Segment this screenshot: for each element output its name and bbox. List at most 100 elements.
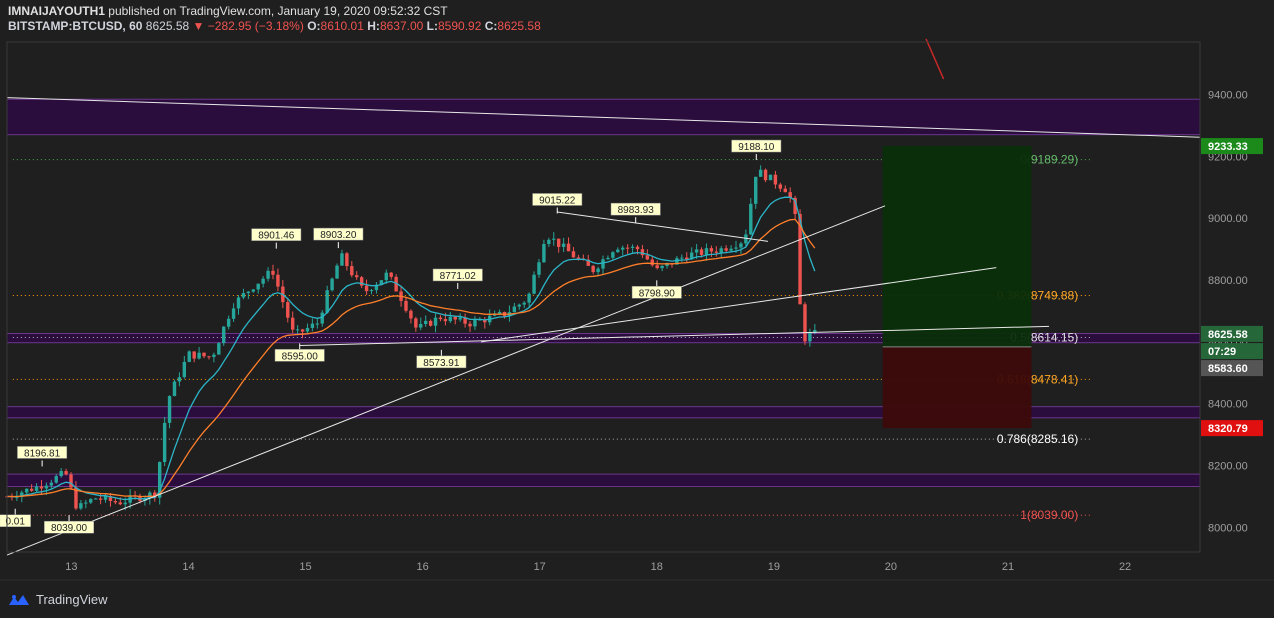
candle-body — [453, 316, 457, 320]
candle-body — [330, 278, 334, 291]
candle-body — [724, 248, 728, 251]
candle-body — [645, 255, 650, 260]
candle-body — [59, 471, 63, 477]
x-tick-label: 21 — [1002, 561, 1014, 573]
candle-body — [266, 270, 270, 279]
price-label-box — [313, 227, 364, 241]
y-tick-label: 9400.00 — [1208, 90, 1248, 102]
red-trendline — [925, 38, 945, 80]
candle-body — [621, 247, 625, 250]
resistance-zone — [6, 98, 1201, 136]
candle-body — [389, 272, 393, 277]
candle-body — [98, 498, 103, 500]
stop-zone — [882, 346, 1032, 429]
candle-body — [576, 257, 581, 259]
price-label-text: 8903.20 — [320, 230, 357, 241]
candle-body — [24, 488, 29, 493]
candle-body — [246, 291, 251, 294]
candle-body — [754, 176, 758, 204]
y-tick-label: 8000.00 — [1208, 522, 1248, 534]
chart-header: IMNAIJAYOUTH1 published on TradingView.c… — [8, 4, 1008, 34]
candle-body — [650, 259, 654, 266]
candle-body — [793, 197, 797, 215]
candle-body — [222, 326, 226, 344]
candle-body — [458, 317, 462, 320]
candle-body — [813, 330, 817, 333]
price-label-box — [532, 193, 583, 206]
publish-info: published on TradingView.com, January 19… — [108, 4, 448, 18]
candle-body — [778, 184, 783, 189]
candle-body — [226, 318, 231, 327]
candle-body — [153, 492, 157, 498]
candle-body — [586, 259, 590, 266]
candle-body — [414, 318, 418, 328]
candle-body — [384, 272, 388, 281]
trendline — [481, 267, 997, 343]
footer-brand: TradingView — [8, 592, 108, 607]
candle-body — [640, 249, 645, 256]
candle-body — [522, 302, 526, 305]
price-label-box — [0, 514, 31, 527]
candle-body — [236, 297, 241, 309]
close-label: C: — [484, 19, 498, 33]
candle-body — [148, 492, 152, 499]
candle-body — [118, 502, 122, 505]
x-tick-label: 14 — [182, 561, 194, 573]
candle-body — [606, 257, 610, 260]
candle-body — [256, 283, 260, 290]
candle-body — [187, 351, 191, 362]
fib-level-label: 1(8039.00) — [1020, 508, 1078, 522]
candle-body — [84, 502, 88, 504]
candle-body — [655, 265, 659, 269]
author-name[interactable]: IMNAIJAYOUTH1 — [8, 4, 105, 18]
candle-body — [93, 498, 98, 500]
candle-body — [428, 320, 433, 326]
price-tag-box — [1201, 343, 1263, 360]
resistance-zone — [6, 473, 1201, 487]
trendline — [299, 325, 1049, 347]
candle-body — [685, 257, 689, 260]
fib-level-label: 0(9189.29) — [1020, 153, 1078, 167]
candle-body — [286, 302, 290, 318]
price-label-text: 9188.10 — [738, 142, 775, 153]
candle-body — [182, 361, 187, 378]
close-value: 8625.58 — [497, 19, 541, 33]
candle-body — [64, 471, 68, 475]
candle-body — [276, 274, 280, 287]
candle-body — [217, 343, 221, 355]
candle-body — [409, 310, 413, 319]
candle-body — [305, 327, 310, 332]
brand-name: TradingView — [36, 592, 108, 607]
candle-body — [79, 503, 83, 509]
candle-body — [271, 270, 275, 275]
symbol-label[interactable]: BITSTAMP:BTCUSD, 60 — [8, 19, 143, 33]
price-label-text: 8595.00 — [282, 351, 319, 362]
candle-body — [69, 474, 73, 488]
candle-body — [699, 249, 704, 255]
candle-body — [172, 381, 177, 397]
candle-body — [157, 462, 162, 498]
candle-body — [665, 263, 669, 266]
candle-body — [537, 262, 541, 275]
candle-body — [355, 275, 359, 278]
price-change: −282.95 (−3.18%) — [207, 19, 304, 33]
candle-body — [768, 174, 773, 181]
high-label: H: — [367, 19, 380, 33]
last-price: 8625.58 — [145, 19, 190, 33]
candle-body — [758, 169, 763, 177]
candle-body — [803, 304, 807, 342]
price-label-text: 8901.46 — [258, 231, 295, 242]
candle-body — [689, 252, 694, 260]
candle-body — [325, 290, 329, 313]
publish-line: IMNAIJAYOUTH1 published on TradingView.c… — [8, 4, 1008, 19]
price-label-box — [731, 139, 782, 153]
x-tick-label: 13 — [65, 561, 77, 573]
candle-body — [103, 496, 108, 500]
candle-body — [34, 486, 39, 491]
price-label-text: 8196.81 — [24, 448, 61, 459]
candle-body — [350, 266, 354, 276]
candle-body — [566, 243, 571, 252]
ema-fast-line — [6, 196, 816, 501]
price-label-box — [631, 286, 682, 299]
